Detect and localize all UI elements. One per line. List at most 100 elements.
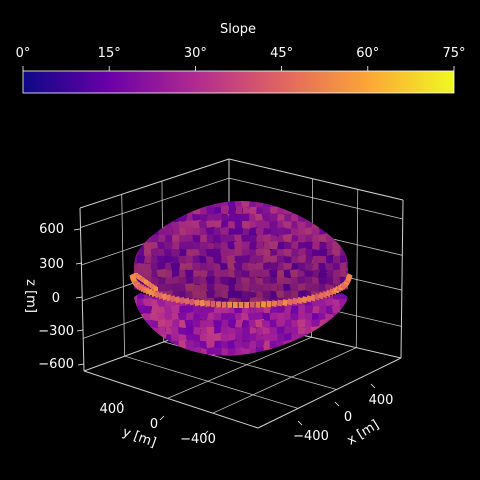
surface-facet <box>297 333 307 342</box>
surface-facet <box>312 354 320 356</box>
surface-facet <box>134 348 139 356</box>
surface-facet <box>291 201 299 209</box>
surface-facet <box>186 311 194 321</box>
surface-facet <box>347 228 348 238</box>
ridge-facet <box>286 298 294 306</box>
surface-facet <box>305 201 313 208</box>
surface-facet <box>339 362 349 371</box>
surface-facet <box>151 334 159 343</box>
surface-facet <box>319 327 327 336</box>
x-tick-label: −400 <box>293 429 329 444</box>
surface-facet <box>193 306 201 316</box>
surface-facet <box>312 306 320 316</box>
surface-facet <box>256 327 264 336</box>
surface-facet <box>284 348 292 356</box>
x-axis: −400 0 400 x [m] <box>293 393 393 449</box>
surface-facet <box>228 319 236 328</box>
surface-facet <box>326 327 334 337</box>
surface-facet <box>277 369 285 377</box>
ridge-facet <box>210 300 216 308</box>
surface-facet <box>340 293 348 300</box>
ridge-facet <box>183 297 191 305</box>
surface-facet <box>325 369 336 377</box>
surface-facet <box>165 355 173 356</box>
surface-facet <box>179 362 187 371</box>
colorbar-ticks: 0° 15° 30° 45° 60° 75° <box>16 46 466 71</box>
surface-facet <box>346 327 348 337</box>
surface-facet <box>277 312 285 321</box>
surface-facet <box>324 219 336 229</box>
surface-facet <box>305 347 313 356</box>
ridge-facet <box>204 300 211 307</box>
ridge-facet <box>227 301 233 308</box>
axis-tick <box>334 401 340 407</box>
surface-facet <box>333 334 341 344</box>
surface-facet <box>326 304 334 314</box>
surface-facet <box>158 326 166 335</box>
surface-facet <box>347 306 348 315</box>
surface-facet <box>156 355 168 356</box>
grid-line <box>355 189 359 348</box>
surface-facet <box>142 297 154 307</box>
surface-facet <box>134 207 138 217</box>
axes-edge <box>79 158 230 209</box>
surface-facet <box>136 234 146 243</box>
surface-facet <box>277 332 285 342</box>
surface-facet <box>256 306 264 315</box>
axis-tick <box>77 363 85 366</box>
surface-facet <box>319 305 327 314</box>
ridge-facet <box>345 273 353 281</box>
axis-tick <box>76 329 84 332</box>
surface-facet <box>134 334 138 343</box>
axis-tick <box>117 400 123 406</box>
ridge-facet <box>260 301 267 308</box>
surface-facet <box>297 355 307 356</box>
surface-facet <box>269 312 279 321</box>
surface-facet <box>248 332 258 342</box>
ridge-facet <box>165 294 172 302</box>
surface-facet <box>269 327 279 336</box>
z-axis: 600 300 0 −300 −600 z [m] <box>23 222 74 372</box>
surface-facet <box>134 234 138 243</box>
ridge-facet <box>244 301 250 309</box>
surface-facet <box>312 207 320 216</box>
surface-facet <box>227 348 237 356</box>
y-tick-label: −400 <box>180 432 216 447</box>
surface-facet <box>135 227 147 236</box>
ridge-facet <box>174 296 181 304</box>
surface-facet <box>214 362 222 370</box>
axes-edge <box>257 357 402 429</box>
surface-facet <box>179 305 187 314</box>
surface-facet <box>185 362 195 371</box>
surface-facet <box>340 214 348 223</box>
surface-facet <box>347 369 355 377</box>
surface-facet <box>165 214 173 224</box>
z-tick-label: 0 <box>52 291 60 306</box>
surface-facet <box>284 326 292 335</box>
surface-facet <box>221 313 229 322</box>
surface-facet <box>240 341 252 350</box>
surface-facet <box>270 348 278 356</box>
surface-facet <box>338 228 348 237</box>
surface-facet <box>207 305 215 314</box>
axes-edge <box>83 370 259 429</box>
axis-tick <box>159 415 165 421</box>
surface-facet <box>347 293 348 302</box>
y-axis: 400 0 −400 y [m] <box>100 402 216 451</box>
surface-facet <box>172 354 180 356</box>
surface-facet <box>129 369 140 377</box>
surface-facet <box>242 332 250 342</box>
y-tick-label: 400 <box>100 402 125 417</box>
surface-facet <box>346 207 348 216</box>
ridge-facet <box>276 299 283 307</box>
surface-facet <box>347 333 348 342</box>
surface-facet <box>340 319 348 328</box>
surface-facet <box>213 320 223 329</box>
surface-facet <box>311 348 321 356</box>
surface-facet <box>291 354 299 356</box>
surface-facet <box>206 326 216 335</box>
surface-facet <box>235 319 243 328</box>
ridge-facet <box>194 299 201 306</box>
surface-facet <box>214 340 222 349</box>
